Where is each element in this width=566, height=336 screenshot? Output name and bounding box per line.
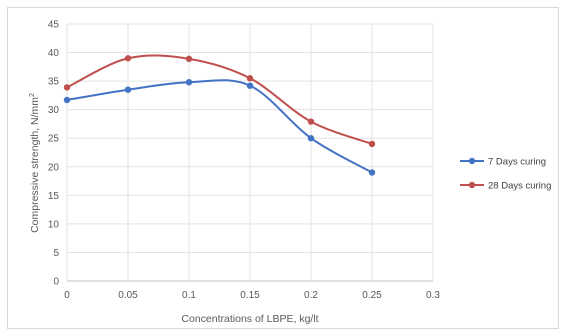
legend-marker bbox=[468, 157, 476, 165]
x-tick-label: 0.05 bbox=[118, 290, 138, 301]
legend-label: 28 Days curing bbox=[488, 181, 551, 192]
data-point bbox=[124, 55, 132, 62]
x-axis-label: Concentrations of LBPE, kg/lt bbox=[181, 313, 318, 325]
series-layer bbox=[63, 54, 376, 176]
x-tick-label: 0.2 bbox=[304, 290, 318, 301]
x-tick-label: 0 bbox=[64, 290, 70, 301]
data-point bbox=[246, 82, 254, 89]
y-axis-ticks: 0 5 10 15 20 25 30 35 40 45 bbox=[48, 20, 60, 288]
chart-frame bbox=[7, 7, 559, 329]
y-tick-label: 0 bbox=[53, 277, 59, 288]
y-tick-label: 30 bbox=[48, 105, 60, 116]
y-axis-label-superscript: 2 bbox=[29, 93, 36, 97]
x-tick-label: 0.15 bbox=[240, 290, 260, 301]
y-tick-label: 35 bbox=[48, 77, 60, 88]
data-point bbox=[63, 96, 71, 104]
y-axis-label: Compressive strength, N/mm2 bbox=[29, 93, 41, 233]
data-point bbox=[63, 84, 71, 91]
x-tick-label: 0.3 bbox=[426, 290, 440, 301]
series-line bbox=[66, 79, 373, 174]
data-point bbox=[368, 169, 376, 176]
data-point bbox=[246, 75, 254, 82]
legend-entry: 7 Days curing bbox=[460, 157, 546, 168]
x-axis-ticks: 0 0.05 0.1 0.15 0.2 0.25 0.3 bbox=[64, 290, 440, 301]
data-point bbox=[307, 135, 315, 142]
data-point bbox=[124, 86, 132, 93]
data-point bbox=[185, 79, 193, 86]
y-axis-label-main: Compressive strength, N/mm bbox=[29, 97, 41, 233]
data-point bbox=[307, 118, 315, 125]
y-tick-label: 10 bbox=[48, 219, 60, 230]
legend-marker bbox=[468, 181, 476, 189]
y-tick-label: 45 bbox=[48, 20, 60, 31]
y-tick-label: 20 bbox=[48, 162, 60, 173]
y-tick-label: 25 bbox=[48, 134, 60, 145]
gridlines bbox=[66, 23, 434, 282]
y-tick-label: 15 bbox=[48, 191, 60, 202]
series-line bbox=[66, 54, 373, 145]
legend: 7 Days curing 28 Days curing bbox=[460, 157, 551, 192]
legend-label: 7 Days curing bbox=[488, 157, 546, 168]
data-point bbox=[368, 140, 376, 148]
x-tick-label: 0.25 bbox=[362, 290, 382, 301]
x-tick-label: 0.1 bbox=[182, 290, 196, 301]
y-tick-label: 40 bbox=[48, 48, 60, 59]
series-7-days-curing bbox=[63, 79, 376, 176]
legend-entry: 28 Days curing bbox=[460, 181, 551, 192]
series-28-days-curing bbox=[63, 54, 376, 148]
y-tick-label: 5 bbox=[53, 248, 59, 259]
data-point bbox=[185, 55, 193, 63]
